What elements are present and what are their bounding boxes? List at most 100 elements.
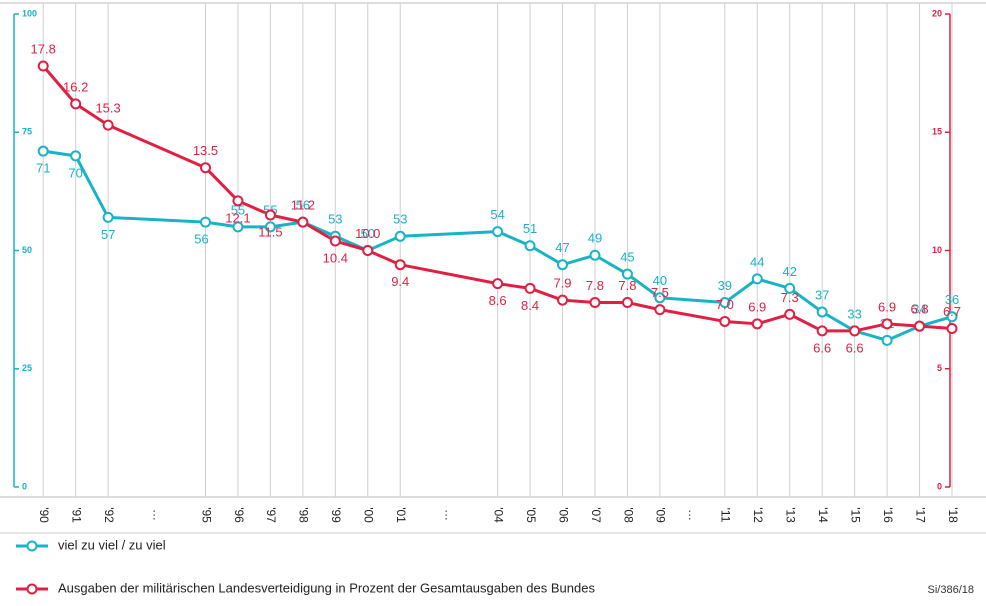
data-point [37,60,49,72]
data-label: 33 [847,306,861,321]
x-tick-label: '96 [232,507,246,523]
data-label: 11.5 [258,224,282,239]
data-point [719,297,731,309]
data-label: 36 [945,292,959,307]
x-tick-label: '92 [102,507,116,523]
data-point [232,221,244,233]
y-tick-label: 100 [22,8,37,18]
y-tick-label: 50 [22,245,32,255]
data-point [362,245,374,256]
data-label: 9.4 [391,274,409,289]
data-label: 40 [653,273,667,288]
data-label: 6.6 [813,340,831,355]
data-label: 70 [68,165,82,180]
data-label: 47 [555,240,569,255]
data-label: 50 [361,226,375,241]
data-point [881,334,893,346]
data-point [102,211,114,223]
data-label: 7.8 [618,278,636,293]
y-tick-label: 0 [22,481,27,491]
x-tick-label: '09 [654,507,668,523]
x-tick-label: '98 [297,507,311,523]
y-tick-label: 75 [22,127,32,137]
x-break-label: … [151,509,165,521]
data-point [199,216,211,228]
data-point [621,297,633,309]
x-tick-label: '01 [394,507,408,523]
data-label: 53 [328,212,342,227]
data-point [719,315,731,327]
y-tick-label: 25 [22,363,32,373]
data-label: 13.5 [193,143,218,158]
source-note: Si/386/18 [928,584,974,596]
data-label: 45 [620,250,634,265]
data-point [329,235,341,247]
legend-label: viel zu viel / zu viel [58,537,166,552]
x-tick-label: '08 [621,507,635,523]
data-label: 10.0 [355,226,380,241]
data-point [557,294,569,306]
data-label: 49 [588,231,602,246]
data-point [849,325,861,337]
data-point [621,268,633,280]
data-point [881,318,893,330]
x-tick-label: '00 [362,507,376,523]
x-tick-label: '05 [524,507,538,523]
data-point [524,282,536,294]
legend-marker [26,540,38,552]
data-label: 7.5 [651,285,669,300]
data-label: 55 [231,202,245,217]
x-tick-label: '11 [719,508,733,523]
x-tick-label: '04 [491,507,505,523]
y2-tick-label: 20 [932,8,942,18]
data-label: 7.8 [586,278,604,293]
data-label: 44 [750,254,764,269]
data-label: 34 [912,302,926,317]
data-label: 42 [782,264,796,279]
data-point [946,311,958,323]
data-label: 6.6 [846,340,864,355]
data-label: 7.3 [781,290,799,305]
x-tick-label: '16 [881,507,895,523]
data-label: 56 [296,198,310,213]
data-label: 57 [101,227,115,242]
x-tick-label: '18 [946,507,960,523]
x-tick-label: '14 [816,507,830,523]
data-point [394,259,406,271]
data-label: 8.6 [489,293,507,308]
data-label: 16.2 [63,79,88,94]
data-point [654,304,666,316]
data-point [589,249,601,261]
data-point [232,195,244,207]
x-tick-label: '97 [264,507,278,523]
data-label: 6.9 [748,299,766,314]
data-point [557,259,569,271]
data-point [784,308,796,320]
data-point [946,323,958,335]
x-tick-label: '90 [37,507,51,523]
x-tick-label: '99 [329,507,343,523]
data-point [264,209,276,221]
data-label: 6.8 [911,302,929,317]
data-label: 11.2 [291,198,315,213]
x-tick-label: '07 [589,507,603,523]
y2-tick-label: 10 [932,245,942,255]
data-label: 7.0 [716,297,734,312]
data-point [297,216,309,228]
data-point [784,282,796,294]
data-label: 6.9 [878,299,896,314]
x-tick-label: '95 [199,507,213,523]
data-label: 17.8 [31,41,56,56]
data-label: 53 [393,212,407,227]
y2-tick-label: 15 [932,127,942,137]
data-point [264,221,276,233]
data-point [394,230,406,242]
data-label: 56 [194,232,208,247]
data-point [524,240,536,252]
data-point [492,226,504,238]
data-point [816,306,828,318]
x-break-label: … [686,509,700,521]
x-tick-label: '17 [913,507,927,523]
data-point [589,297,601,309]
